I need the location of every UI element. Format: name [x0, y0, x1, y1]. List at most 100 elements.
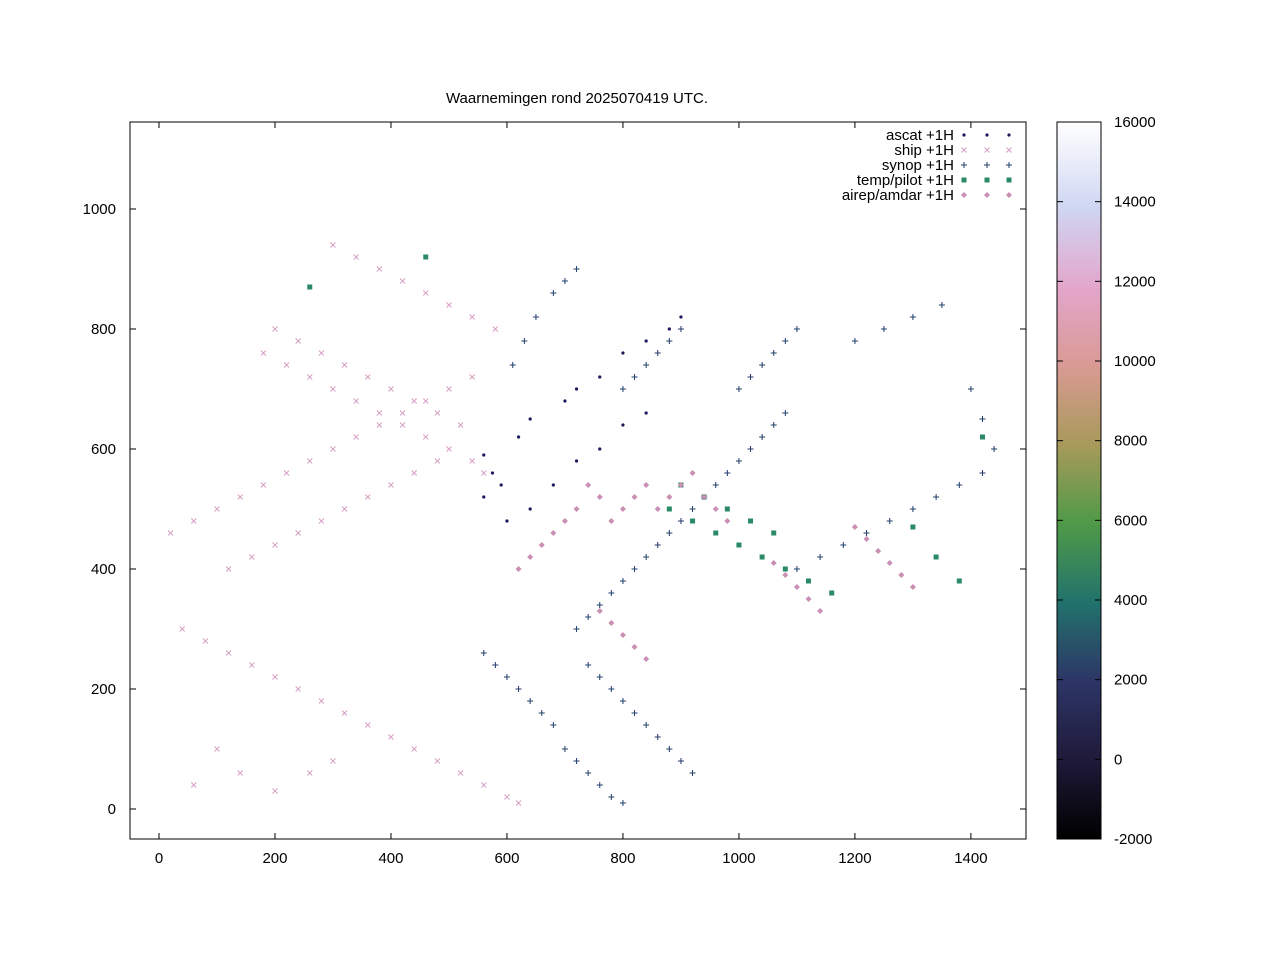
data-point — [499, 483, 503, 487]
data-point — [840, 542, 847, 548]
data-point — [330, 386, 336, 392]
x-tick-label: 200 — [262, 850, 287, 867]
data-point — [482, 495, 486, 499]
data-point — [608, 590, 615, 596]
y-tick-label: 0 — [108, 801, 116, 818]
data-point — [399, 422, 406, 428]
data-point — [434, 758, 441, 764]
data-point — [806, 578, 812, 584]
data-point — [272, 326, 278, 332]
data-point — [677, 326, 684, 332]
legend-marker — [961, 162, 967, 168]
data-point — [516, 435, 521, 439]
chart-title: Waarnemingen rond 2025070419 UTC. — [446, 90, 708, 107]
data-point — [330, 242, 336, 248]
data-point — [689, 770, 696, 776]
data-point — [341, 506, 348, 512]
data-point — [747, 374, 754, 380]
data-point — [585, 662, 592, 668]
data-point — [376, 410, 383, 416]
data-point — [631, 566, 638, 572]
data-point — [492, 326, 499, 332]
legend-marker — [961, 147, 967, 153]
data-point — [318, 518, 325, 524]
legend-marker — [961, 192, 967, 198]
data-point — [330, 446, 336, 452]
data-point — [225, 566, 232, 572]
data-point — [933, 554, 939, 560]
data-point — [306, 458, 313, 464]
data-point — [829, 590, 835, 596]
series-0 — [482, 315, 683, 523]
data-point — [505, 519, 509, 523]
legend-marker — [984, 177, 990, 183]
data-point — [469, 314, 476, 320]
data-point — [528, 507, 532, 511]
data-point — [956, 482, 963, 488]
data-point — [619, 578, 626, 584]
data-point — [793, 584, 800, 590]
data-point — [910, 524, 916, 530]
data-point — [619, 698, 626, 704]
data-point — [490, 471, 495, 475]
data-point — [770, 422, 777, 428]
data-point — [666, 506, 672, 512]
legend-marker — [1006, 192, 1012, 198]
data-point — [585, 770, 592, 776]
series-2 — [480, 266, 998, 806]
data-point — [875, 548, 882, 554]
data-point — [573, 266, 580, 272]
colorbar-tick-label: 6000 — [1114, 512, 1147, 529]
data-point — [596, 674, 603, 680]
colorbar-tick-label: 10000 — [1114, 353, 1156, 370]
data-point — [851, 524, 858, 530]
data-point — [190, 518, 197, 524]
data-point — [736, 542, 742, 548]
data-point — [399, 410, 406, 416]
y-tick-label: 600 — [91, 441, 116, 458]
data-point — [933, 494, 940, 500]
data-point — [422, 434, 429, 440]
data-point — [283, 362, 290, 368]
data-point — [353, 254, 360, 260]
data-point — [550, 530, 557, 536]
colorbar-tick-label: 14000 — [1114, 194, 1156, 211]
data-point — [272, 542, 278, 548]
data-point — [480, 470, 487, 476]
data-point — [527, 554, 534, 560]
data-point — [167, 530, 174, 536]
data-point — [411, 398, 418, 404]
data-point — [631, 494, 638, 500]
data-point — [422, 290, 429, 296]
legend-label: temp/pilot +1H — [857, 172, 954, 189]
data-point — [643, 722, 650, 728]
data-point — [515, 686, 522, 692]
data-point — [596, 608, 603, 614]
data-point — [411, 470, 418, 476]
colorbar-tick-label: 4000 — [1114, 592, 1147, 609]
data-point — [585, 482, 592, 488]
data-point — [782, 338, 789, 344]
colorbar-tick-label: 12000 — [1114, 273, 1156, 290]
data-point — [863, 530, 870, 536]
data-point — [770, 560, 777, 566]
data-point — [724, 518, 731, 524]
colorbar-tick-label: -2000 — [1114, 831, 1152, 848]
colorbar-tick-label: 16000 — [1114, 114, 1156, 131]
data-point — [667, 327, 671, 331]
data-point — [759, 554, 765, 560]
data-point — [573, 626, 580, 632]
data-point — [551, 483, 555, 487]
x-tick-label: 600 — [494, 850, 519, 867]
data-point — [631, 710, 638, 716]
data-point — [644, 339, 648, 343]
data-point — [388, 482, 394, 488]
legend-marker — [984, 192, 990, 198]
data-point — [643, 362, 650, 368]
data-point — [574, 459, 579, 463]
data-point — [771, 530, 777, 536]
data-point — [643, 482, 650, 488]
data-point — [724, 506, 730, 512]
data-point — [295, 686, 302, 692]
